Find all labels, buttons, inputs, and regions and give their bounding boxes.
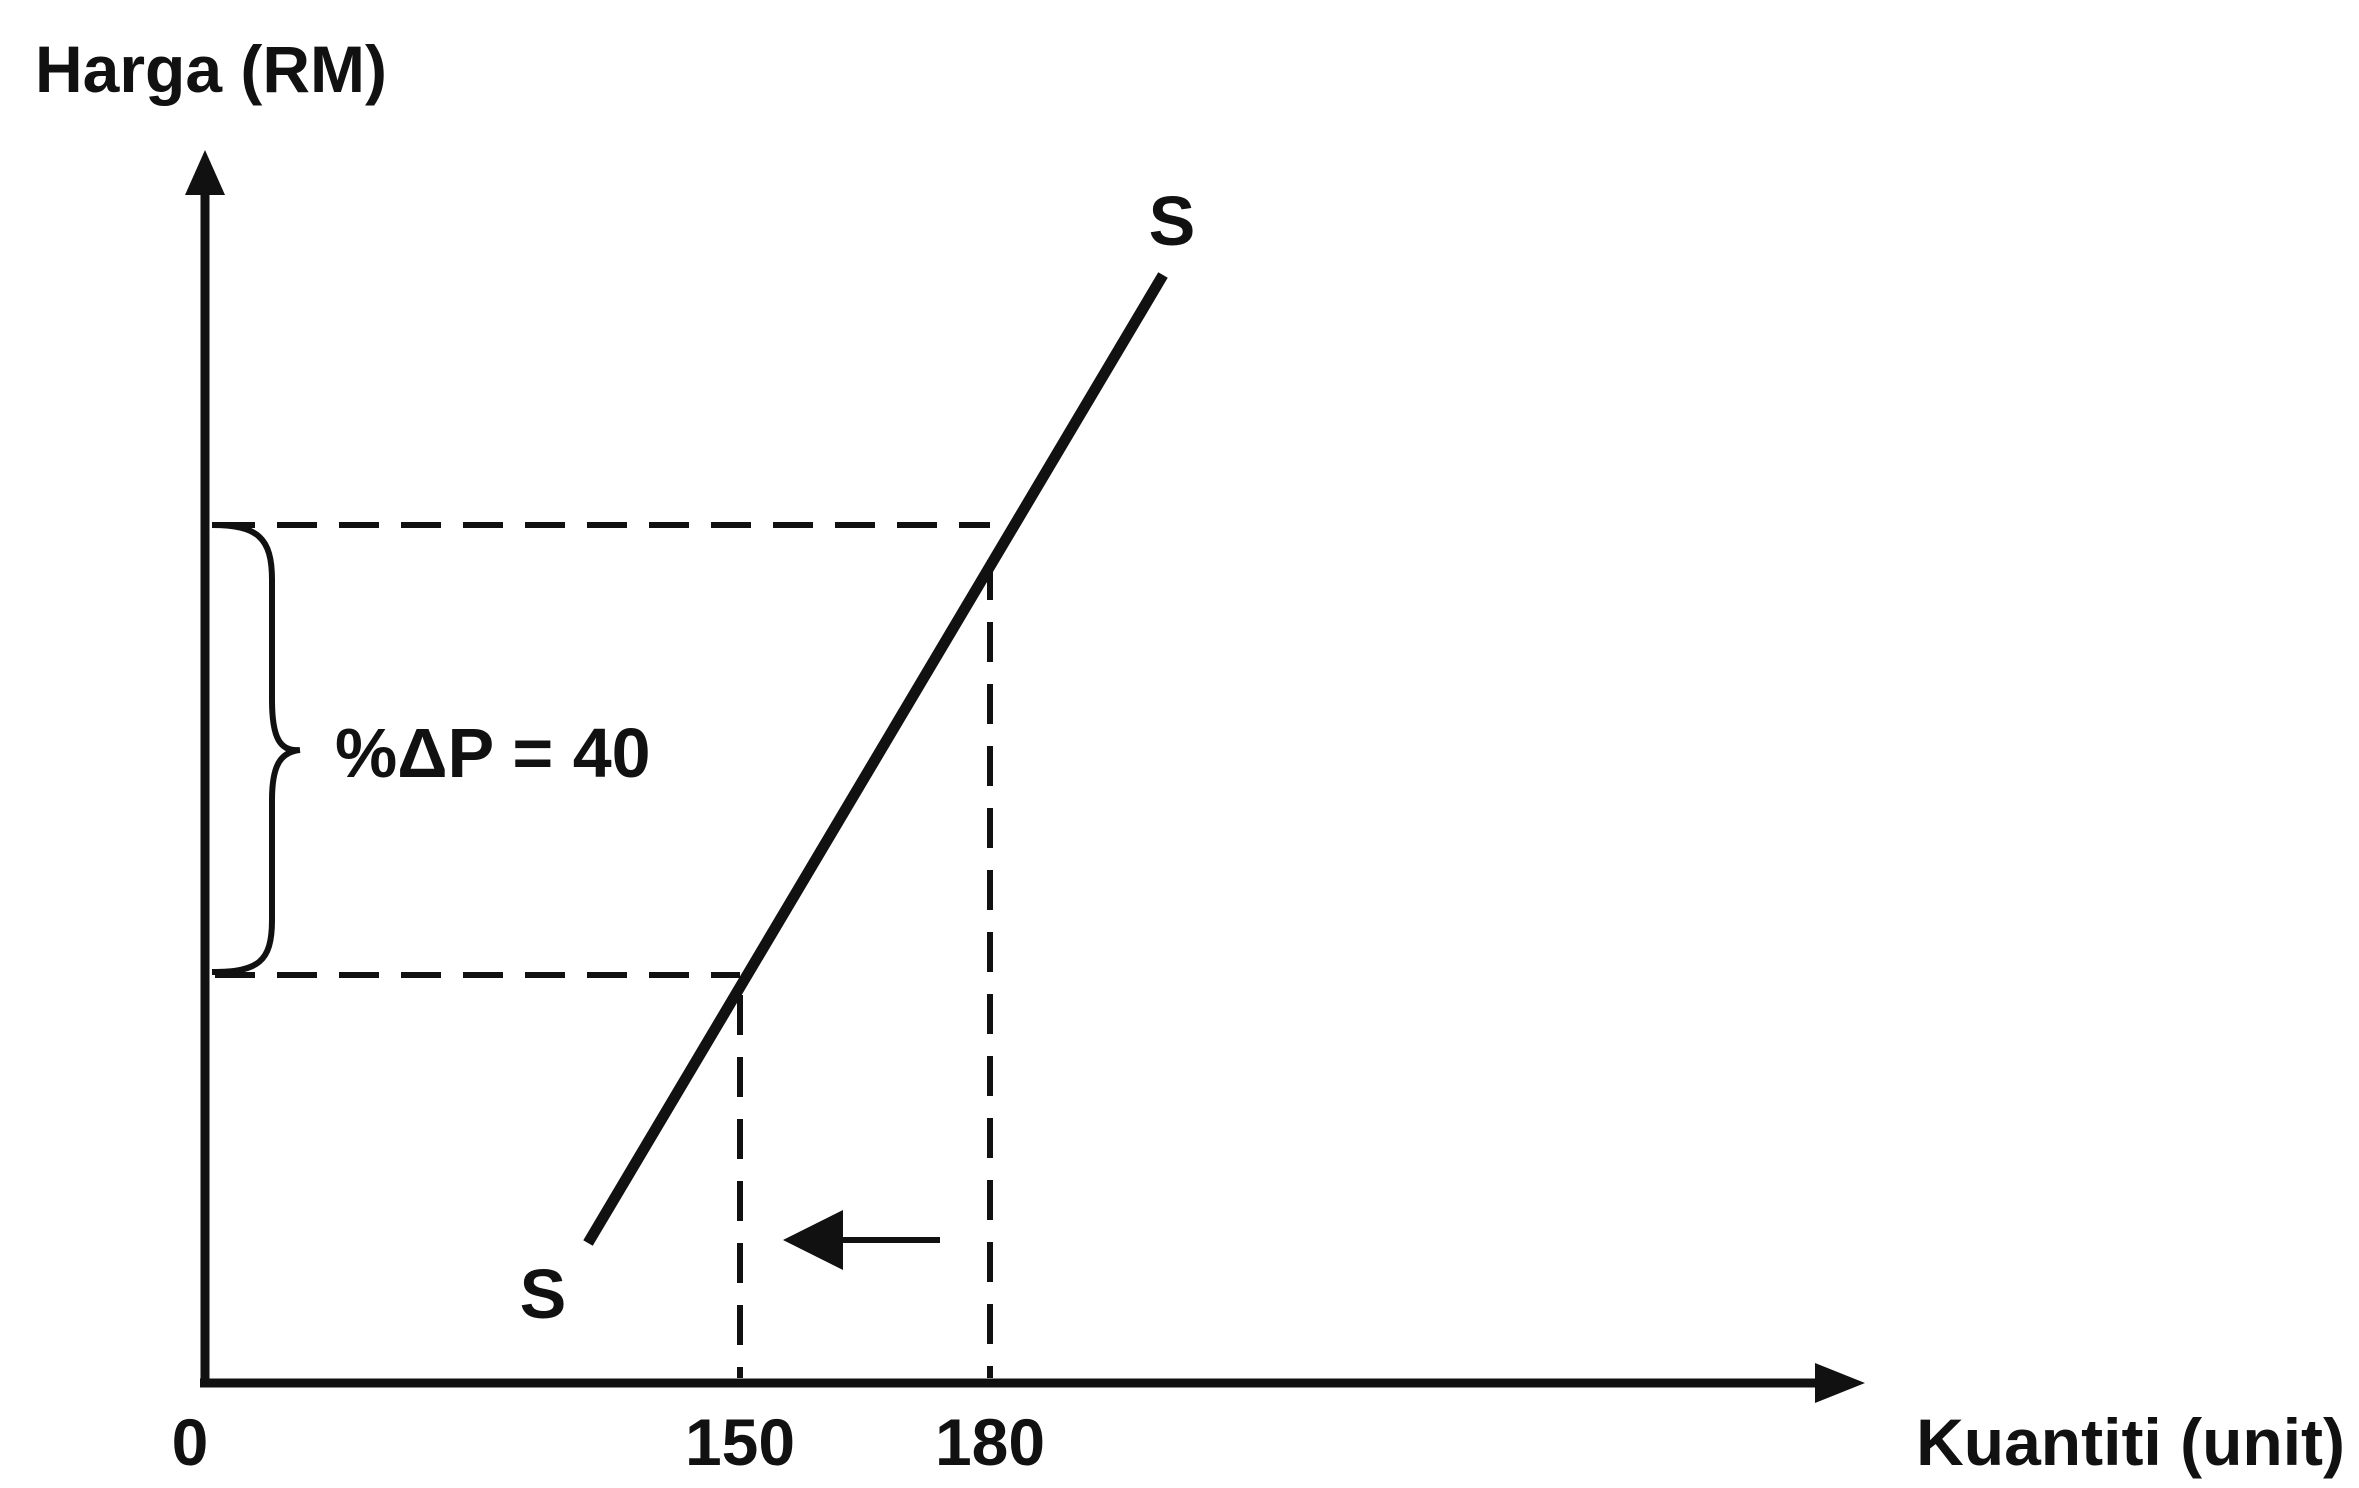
x-axis-arrowhead <box>1815 1363 1865 1403</box>
y-axis-arrowhead <box>185 150 225 195</box>
y-axis-label: Harga (RM) <box>35 32 387 106</box>
x-tick-label: 180 <box>935 1405 1045 1479</box>
x-axis-label: Kuantiti (unit) <box>1916 1405 2345 1479</box>
origin-label: 0 <box>172 1405 209 1479</box>
supply-curve-label-bottom: S <box>520 1255 567 1333</box>
x-tick-label: 150 <box>685 1405 795 1479</box>
price-change-label: %ΔP = 40 <box>335 714 651 792</box>
supply-curve <box>583 272 1168 1246</box>
supply-curve-label-top: S <box>1149 182 1196 260</box>
price-change-brace <box>211 522 301 975</box>
